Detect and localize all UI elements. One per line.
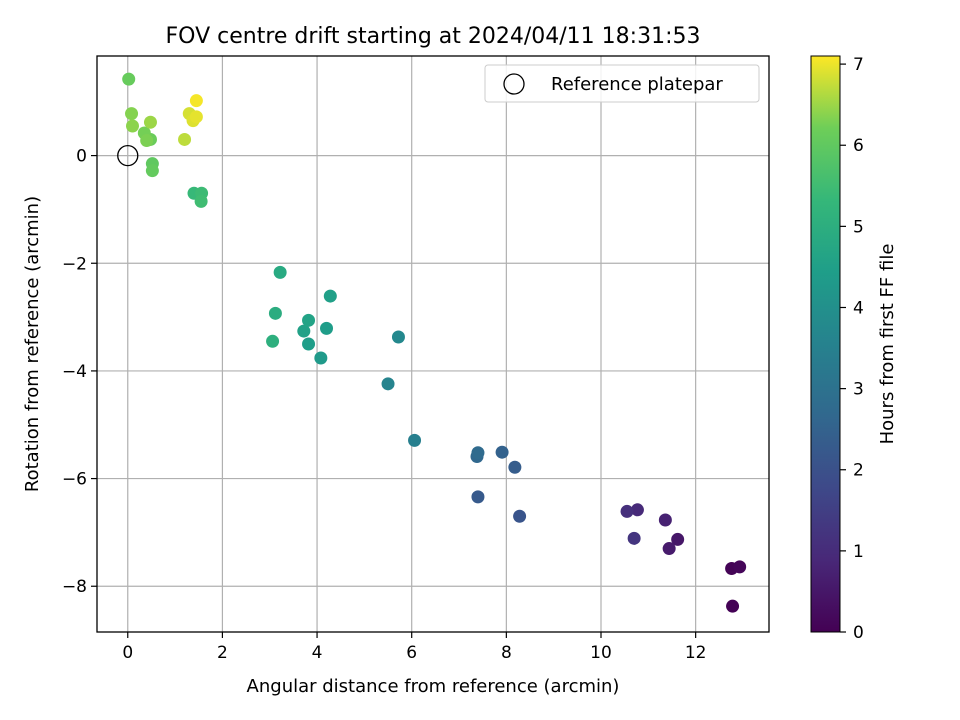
- data-point: [323, 289, 337, 303]
- x-tick-label: 10: [590, 643, 612, 663]
- colorbar-tick-label: 0: [853, 623, 864, 643]
- data-point: [143, 115, 157, 129]
- data-point: [726, 599, 740, 613]
- data-point: [391, 330, 405, 344]
- data-point: [495, 445, 509, 459]
- chart-title: FOV centre drift starting at 2024/04/11 …: [166, 24, 701, 49]
- data-point: [471, 490, 485, 504]
- colorbar: 0 1 2 3 4 5 6 7 Hours from first FF file: [810, 55, 898, 643]
- reference-marker: [117, 144, 139, 167]
- data-point: [125, 107, 139, 121]
- legend: Reference platepar: [484, 64, 760, 103]
- data-point: [733, 560, 747, 574]
- data-point: [658, 513, 672, 527]
- legend-box: [484, 64, 760, 103]
- colorbar-tick-label: 1: [853, 542, 864, 562]
- colorbar-tick-label: 4: [853, 298, 864, 318]
- colorbar-ticks: 0 1 2 3 4 5 6 7: [840, 55, 864, 643]
- data-point: [273, 265, 287, 279]
- colorbar-tick-label: 7: [853, 55, 864, 75]
- data-point: [320, 321, 334, 335]
- data-point: [381, 377, 395, 391]
- colorbar-tick-label: 5: [853, 217, 864, 237]
- colorbar-tick-label: 2: [853, 461, 864, 481]
- colorbar-gradient: [810, 55, 841, 633]
- y-axis-label: Rotation from reference (arcmin): [22, 196, 43, 492]
- legend-entry-label: Reference platepar: [551, 74, 723, 95]
- data-point: [297, 324, 311, 338]
- data-point: [314, 351, 328, 365]
- colorbar-label: Hours from first FF file: [877, 244, 898, 445]
- data-point: [302, 337, 316, 351]
- data-point: [266, 334, 280, 348]
- x-axis: 0 2 4 6 8 10 12: [122, 632, 706, 663]
- x-tick-label: 2: [217, 643, 228, 663]
- y-tick-label: 0: [76, 147, 87, 167]
- data-point: [178, 132, 192, 146]
- data-point: [194, 194, 208, 208]
- data-point: [620, 504, 634, 518]
- x-tick-label: 12: [685, 643, 707, 663]
- data-point: [122, 72, 136, 86]
- y-tick-label: −6: [62, 470, 87, 490]
- x-axis-label: Angular distance from reference (arcmin): [247, 676, 620, 697]
- data-point: [662, 542, 676, 556]
- data-point: [471, 446, 485, 460]
- x-tick-label: 6: [406, 643, 417, 663]
- colorbar-tick-label: 6: [853, 136, 864, 156]
- data-point: [508, 460, 522, 474]
- data-point: [408, 433, 422, 447]
- data-point: [189, 110, 203, 124]
- plot-frame: [96, 55, 770, 633]
- data-point: [268, 306, 282, 320]
- data-point: [630, 503, 644, 517]
- data-point: [125, 119, 139, 133]
- y-tick-label: −2: [62, 254, 87, 274]
- y-tick-label: −8: [62, 577, 87, 597]
- legend-reference-marker: [503, 73, 525, 95]
- data-point: [189, 94, 203, 108]
- data-point: [140, 134, 154, 148]
- data-point: [145, 164, 159, 178]
- grid-lines: [97, 56, 769, 632]
- data-point: [671, 532, 685, 546]
- x-tick-label: 0: [122, 643, 133, 663]
- data-point: [302, 313, 316, 327]
- data-point: [627, 531, 641, 545]
- plot-points: [122, 72, 747, 613]
- y-axis: −8 −6 −4 −2 0: [62, 147, 97, 597]
- colorbar-tick-label: 3: [853, 380, 864, 400]
- x-tick-label: 8: [501, 643, 512, 663]
- reference-point-marker: [117, 144, 139, 167]
- x-tick-label: 4: [312, 643, 323, 663]
- data-point: [513, 509, 527, 523]
- y-tick-label: −4: [62, 362, 87, 382]
